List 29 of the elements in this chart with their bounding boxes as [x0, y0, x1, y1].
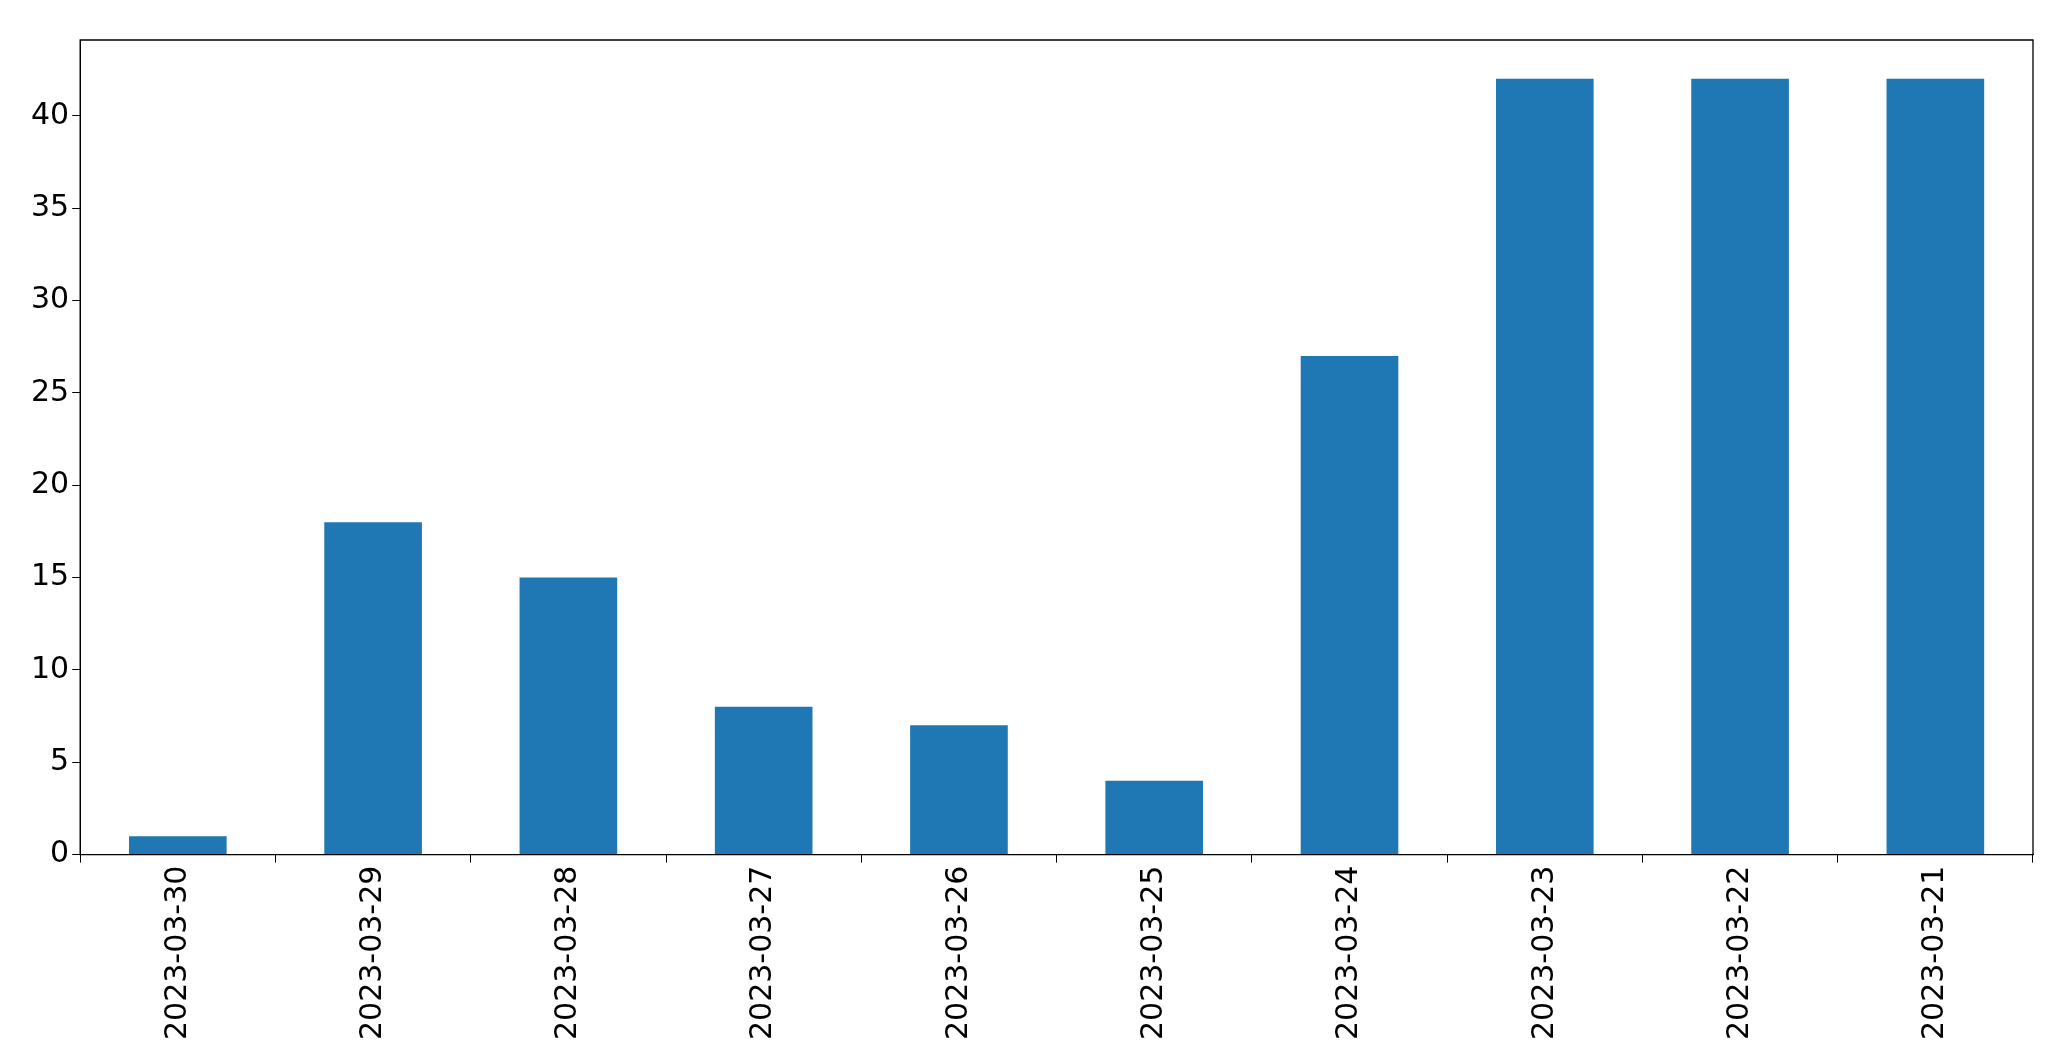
bar [519, 577, 618, 855]
x-tick-label: 2023-03-21 [1915, 865, 1951, 1041]
bar [1300, 355, 1399, 855]
bar [1105, 780, 1204, 855]
bar [128, 836, 227, 855]
y-tick-label: 15 [30, 557, 70, 593]
y-tick-label: 0 [50, 834, 70, 870]
x-tick-label: 2023-03-22 [1719, 865, 1755, 1041]
y-tick-label: 20 [30, 464, 70, 500]
y-tick-label: 10 [30, 649, 70, 685]
x-tick-label: 2023-03-28 [548, 865, 584, 1041]
y-tick-label: 40 [30, 95, 70, 131]
y-tick-label: 25 [30, 372, 70, 408]
x-tick-label: 2023-03-24 [1329, 865, 1365, 1041]
x-tick-label: 2023-03-26 [938, 865, 974, 1041]
bar [714, 706, 813, 855]
y-tick-label: 35 [30, 187, 70, 223]
bar [1691, 78, 1789, 855]
x-tick-label: 2023-03-25 [1134, 865, 1170, 1041]
x-tick-label: 2023-03-23 [1524, 865, 1560, 1041]
x-tick-label: 2023-03-29 [352, 865, 388, 1041]
bar [1886, 78, 1985, 855]
y-tick-label: 30 [30, 280, 70, 316]
bar [1495, 78, 1594, 855]
bar [910, 725, 1008, 855]
y-tick-label: 5 [50, 742, 70, 778]
x-tick-label: 2023-03-27 [743, 865, 779, 1041]
bar [324, 522, 422, 855]
x-tick-label: 2023-03-30 [157, 865, 193, 1041]
